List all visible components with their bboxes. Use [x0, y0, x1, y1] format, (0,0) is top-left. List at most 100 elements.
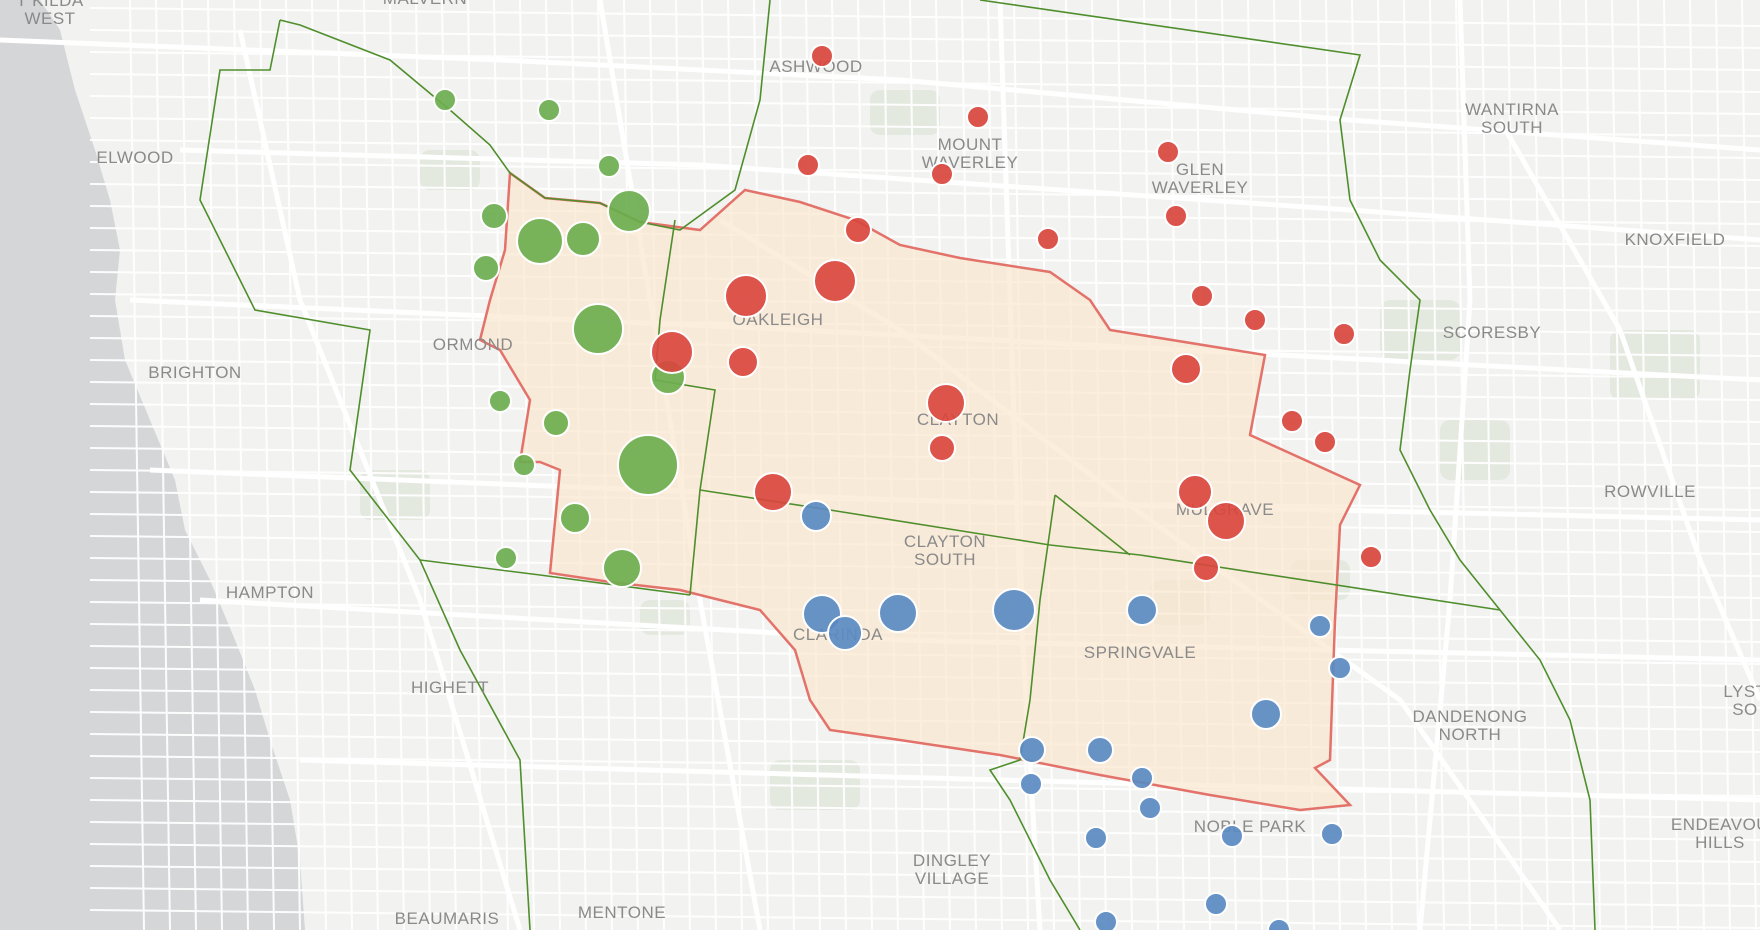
green-marker[interactable] — [472, 254, 500, 282]
red-marker[interactable] — [753, 472, 793, 512]
red-marker[interactable] — [810, 44, 834, 68]
red-marker[interactable] — [727, 346, 759, 378]
street — [89, 887, 1760, 907]
green-marker[interactable] — [494, 546, 518, 570]
major-road — [1417, 0, 1473, 930]
street — [89, 227, 1760, 247]
red-marker[interactable] — [1243, 308, 1267, 332]
place-label-wantirna-south: WANTIRNA SOUTH — [1465, 100, 1559, 137]
street — [155, 0, 171, 930]
place-label-st-kilda-west: T KILDA WEST — [16, 0, 84, 28]
place-label-endeavour-hills: ENDEAVOU HILLS — [1671, 815, 1760, 852]
red-marker[interactable] — [1177, 474, 1213, 510]
boundary-line — [979, 0, 1596, 930]
street-grid — [89, 0, 1760, 930]
red-marker[interactable] — [966, 105, 990, 129]
admin-boundaries — [199, 0, 1596, 930]
boundary-line — [654, 219, 716, 596]
blue-marker[interactable] — [1220, 824, 1244, 848]
street — [89, 29, 1760, 49]
green-marker[interactable] — [572, 303, 624, 355]
street — [89, 7, 1760, 27]
blue-marker[interactable] — [1126, 594, 1158, 626]
blue-marker[interactable] — [992, 588, 1036, 632]
blue-marker[interactable] — [1328, 656, 1352, 680]
green-marker[interactable] — [565, 221, 601, 257]
red-marker[interactable] — [1359, 545, 1383, 569]
green-marker[interactable] — [488, 389, 512, 413]
red-marker[interactable] — [1280, 409, 1304, 433]
green-marker[interactable] — [480, 202, 508, 230]
data-markers[interactable] — [433, 44, 1383, 930]
red-marker[interactable] — [1332, 322, 1356, 346]
green-marker[interactable] — [559, 502, 591, 534]
blue-group[interactable] — [800, 500, 1352, 930]
green-marker[interactable] — [516, 217, 564, 265]
street — [89, 865, 1760, 885]
green-marker[interactable] — [512, 453, 536, 477]
blue-marker[interactable] — [1018, 736, 1046, 764]
green-marker[interactable] — [537, 98, 561, 122]
green-marker[interactable] — [607, 189, 651, 233]
street — [1325, 0, 1341, 930]
red-marker[interactable] — [1036, 227, 1060, 251]
blue-marker[interactable] — [1086, 736, 1114, 764]
red-marker[interactable] — [930, 162, 954, 186]
red-marker[interactable] — [844, 216, 872, 244]
red-marker[interactable] — [724, 274, 768, 318]
blue-marker[interactable] — [1204, 892, 1228, 916]
red-marker[interactable] — [1313, 430, 1337, 454]
place-label-hampton: HAMPTON — [226, 583, 314, 602]
blue-marker[interactable] — [1308, 614, 1332, 638]
place-labels: T KILDAWESTMALVERNASHWOODELWOODMOUNTWAVE… — [16, 0, 1760, 928]
place-label-knoxfield: KNOXFIELD — [1625, 230, 1726, 249]
red-marker[interactable] — [928, 434, 956, 462]
blue-marker[interactable] — [1084, 826, 1108, 850]
red-marker[interactable] — [1170, 353, 1202, 385]
place-label-noble-park: NOBLE PARK — [1194, 817, 1307, 836]
red-marker[interactable] — [650, 330, 694, 374]
red-group[interactable] — [650, 44, 1383, 582]
blue-marker[interactable] — [1019, 772, 1043, 796]
green-marker[interactable] — [602, 548, 642, 588]
park-area — [1440, 420, 1510, 480]
green-marker[interactable] — [433, 88, 457, 112]
red-marker[interactable] — [1164, 204, 1188, 228]
street — [89, 139, 1760, 159]
blue-marker[interactable] — [827, 615, 863, 651]
blue-marker[interactable] — [1094, 910, 1118, 930]
blue-marker[interactable] — [1138, 796, 1162, 820]
red-marker[interactable] — [926, 383, 966, 423]
park-area — [870, 90, 940, 135]
boundary-line — [1054, 494, 1131, 556]
major-road — [0, 37, 1760, 153]
blue-marker[interactable] — [800, 500, 832, 532]
place-label-highett: HIGHETT — [411, 678, 489, 697]
boundary-line — [279, 19, 511, 174]
street — [129, 0, 145, 930]
blue-marker[interactable] — [1320, 822, 1344, 846]
red-marker[interactable] — [813, 259, 857, 303]
place-label-mentone: MENTONE — [578, 903, 666, 922]
street — [1377, 0, 1393, 930]
major-road — [237, 29, 523, 930]
boundary-line — [509, 0, 771, 231]
red-marker[interactable] — [1192, 554, 1220, 582]
green-marker[interactable] — [597, 154, 621, 178]
boundary-line — [419, 559, 691, 596]
red-marker[interactable] — [1190, 284, 1214, 308]
red-marker[interactable] — [1206, 501, 1246, 541]
blue-marker[interactable] — [1250, 698, 1282, 730]
blue-marker[interactable] — [1267, 918, 1291, 930]
place-label-ashwood: ASHWOOD — [769, 57, 862, 76]
red-marker[interactable] — [1156, 140, 1180, 164]
major-road — [299, 757, 1760, 803]
blue-marker[interactable] — [878, 593, 918, 633]
red-marker[interactable] — [796, 153, 820, 177]
park-area — [1610, 330, 1700, 400]
green-marker[interactable] — [542, 409, 570, 437]
green-marker[interactable] — [617, 434, 679, 496]
blue-marker[interactable] — [1130, 766, 1154, 790]
